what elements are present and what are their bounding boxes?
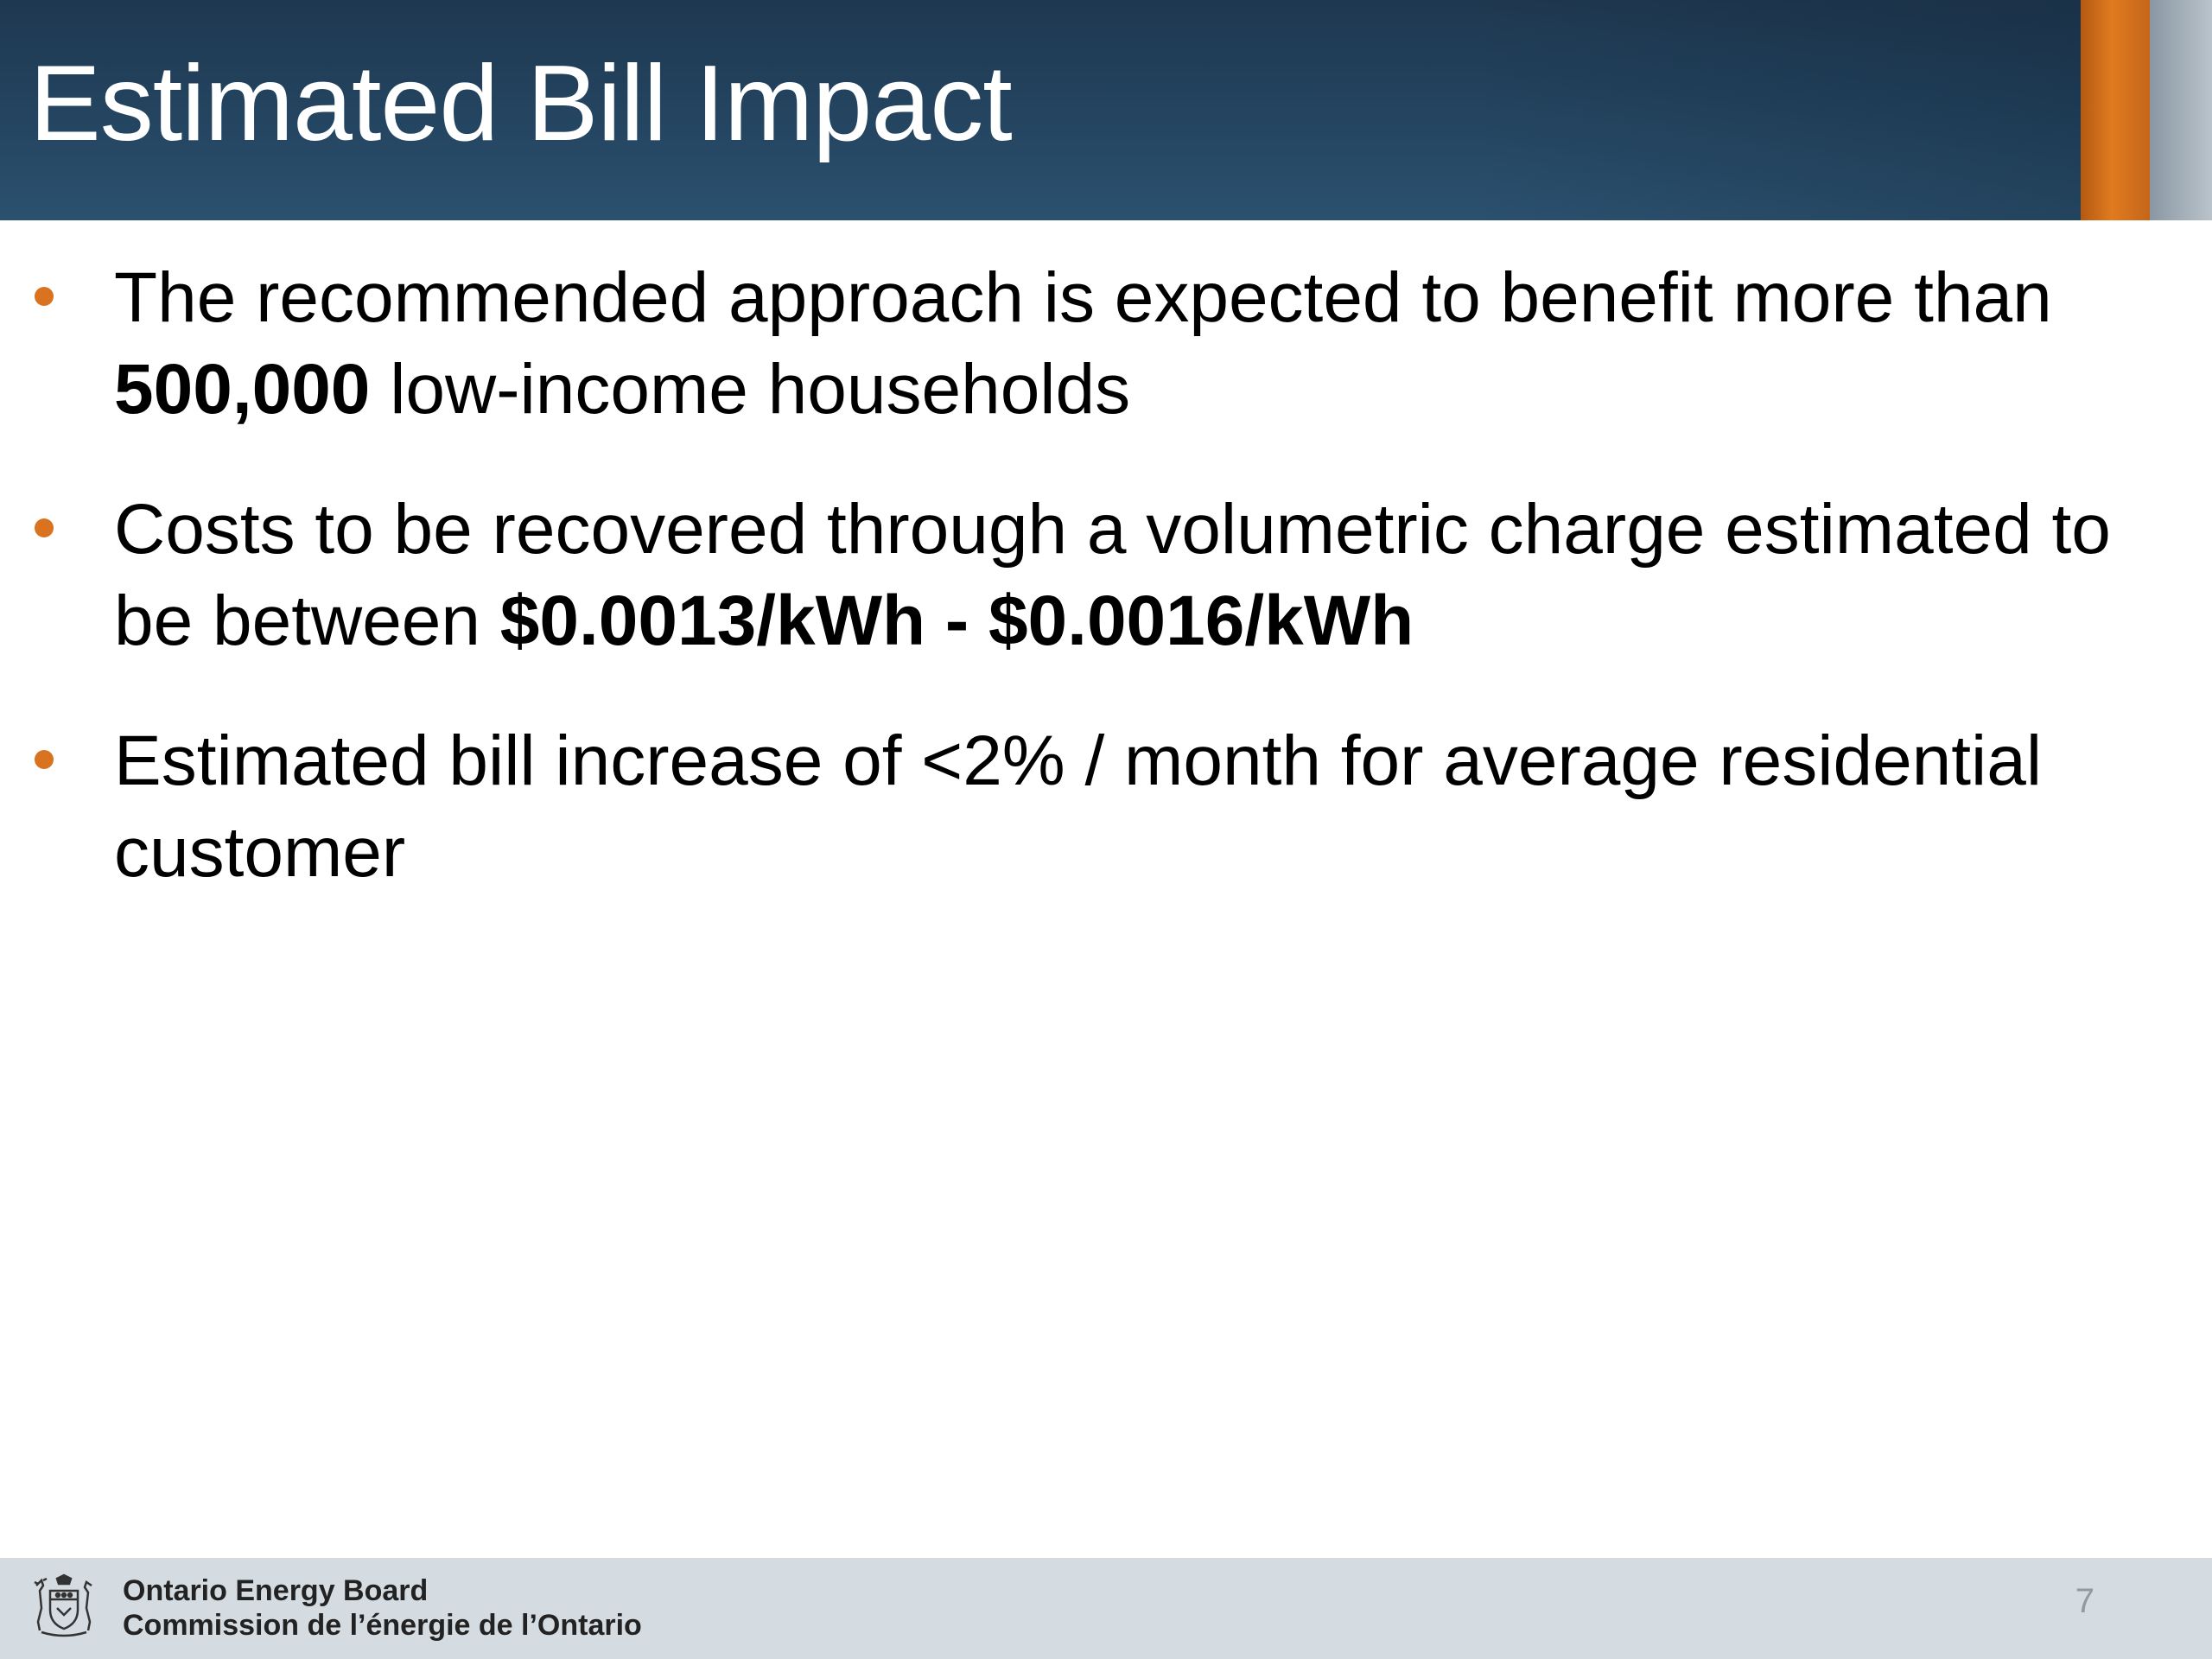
bullet-emphasis: $0.0013/kWh - $0.0016/kWh: [499, 582, 1414, 660]
bullet-dot-icon: [35, 750, 54, 769]
page-number: 7: [2075, 1582, 2094, 1620]
slide-title: Estimated Bill Impact: [29, 44, 1013, 163]
bullet-dot-icon: [35, 518, 54, 537]
org-name-english: Ontario Energy Board: [123, 1574, 429, 1607]
organization-names: Ontario Energy Board Commission de l’éne…: [123, 1573, 642, 1643]
bullet-list: The recommended approach is expected to …: [0, 252, 2160, 947]
banner-orange-stripe: [2081, 0, 2150, 220]
ontario-coat-of-arms-icon: [34, 1573, 92, 1637]
bullet-text: Estimated bill increase of <2% / month f…: [114, 721, 2043, 892]
bullet-item: Estimated bill increase of <2% / month f…: [0, 715, 2160, 899]
footer-bar: Ontario Energy Board Commission de l’éne…: [0, 1558, 2212, 1659]
org-name-french: Commission de l’énergie de l’Ontario: [123, 1609, 642, 1642]
banner-grey-stripe: [2150, 0, 2212, 220]
bullet-dot-icon: [35, 287, 54, 306]
bullet-text: Costs to be recovered through a volumetr…: [114, 490, 2111, 660]
bullet-item: Costs to be recovered through a volumetr…: [0, 484, 2160, 667]
bullet-text: The recommended approach is expected to …: [114, 258, 2052, 337]
bullet-item: The recommended approach is expected to …: [0, 252, 2160, 435]
banner-shading: [1469, 0, 2126, 220]
bullet-text-tail: low-income households: [370, 350, 1131, 429]
bullet-emphasis: 500,000: [114, 350, 371, 429]
title-banner: Estimated Bill Impact: [0, 0, 2212, 220]
